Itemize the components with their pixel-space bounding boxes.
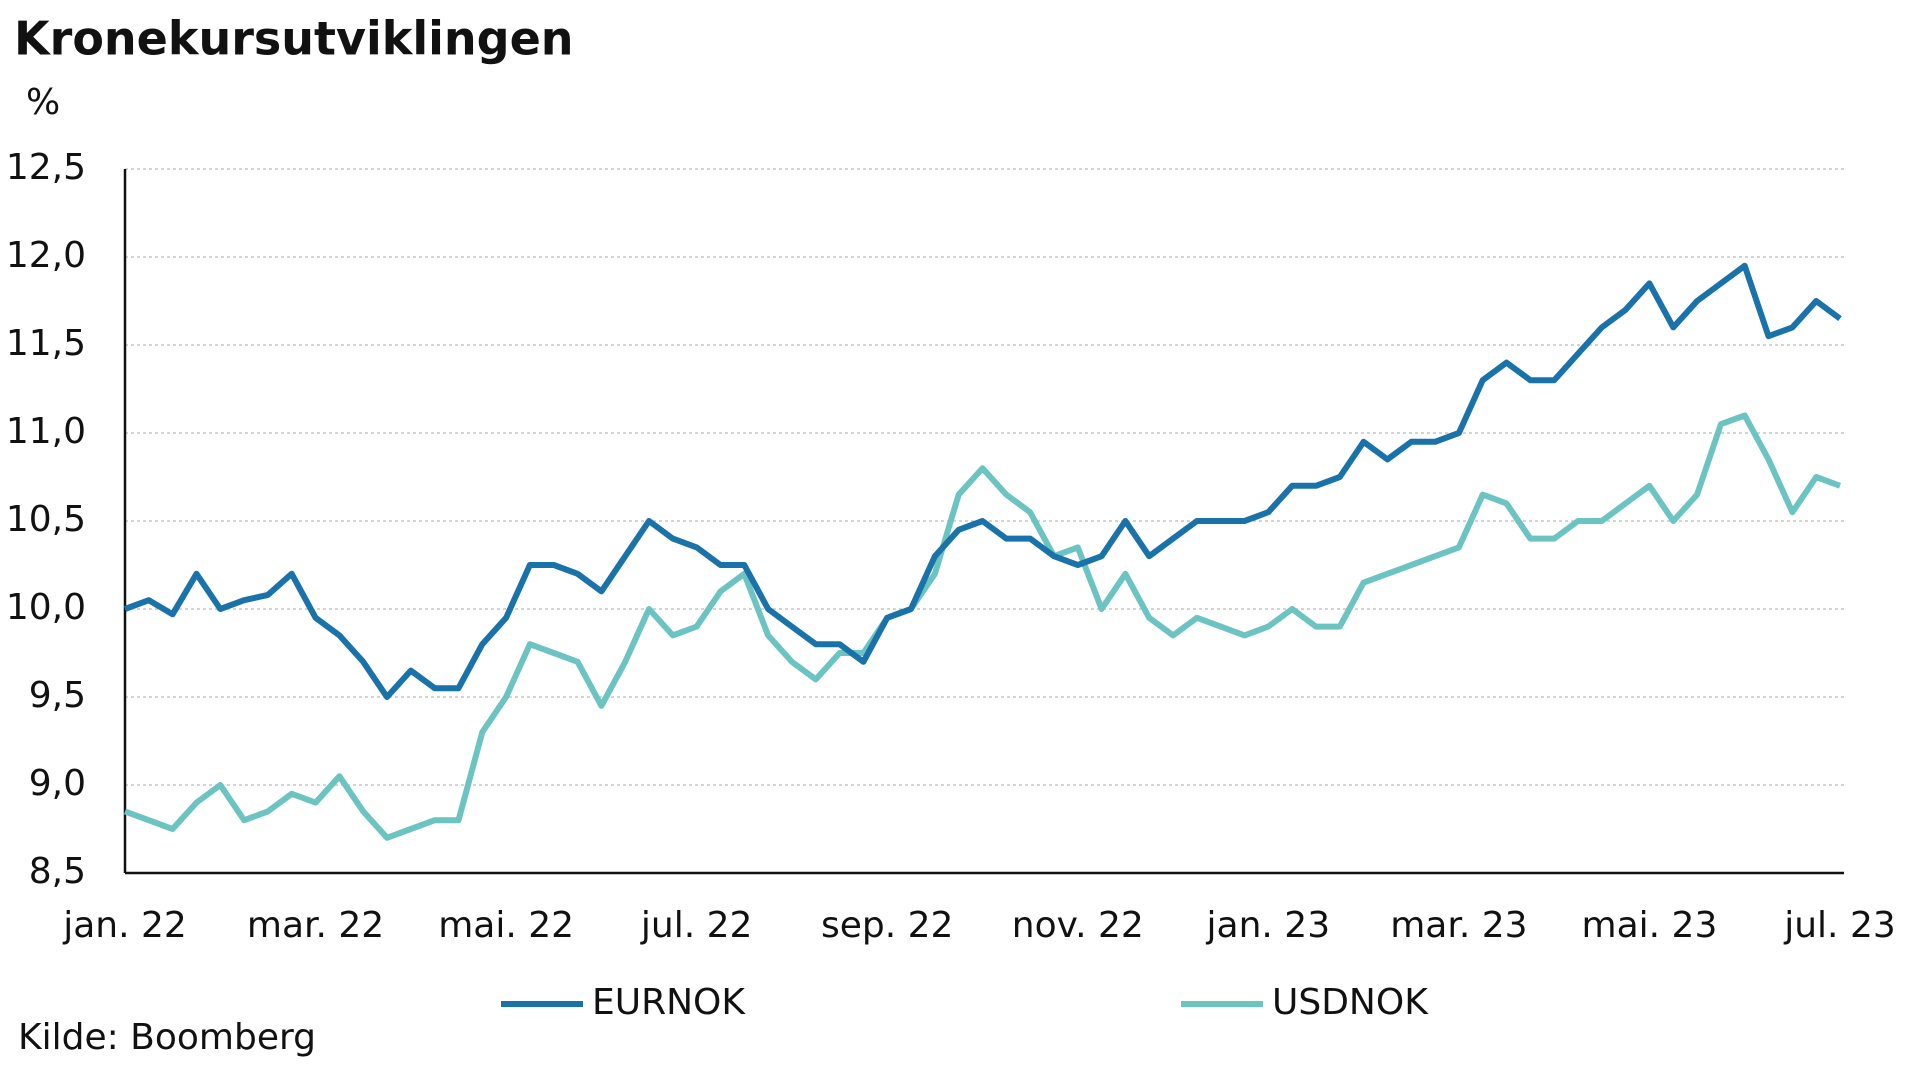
y-tick-label: 12,0 — [6, 235, 86, 276]
y-tick-label: 11,0 — [6, 411, 86, 452]
legend-label: USDNOK — [1272, 982, 1429, 1023]
legend-label: EURNOK — [592, 982, 746, 1023]
x-tick-label: jan. 22 — [62, 905, 187, 946]
y-tick-label: 9,5 — [29, 675, 86, 716]
x-tick-label: mar. 22 — [247, 905, 384, 946]
x-tick-label: mai. 22 — [438, 905, 574, 946]
chart-title: Kronekursutviklingen — [14, 12, 574, 66]
x-tick-label: jan. 23 — [1206, 905, 1331, 946]
y-axis-label: % — [26, 82, 60, 123]
y-tick-label: 10,5 — [6, 499, 86, 540]
x-tick-label: mai. 23 — [1582, 905, 1718, 946]
line-series — [123, 262, 1842, 700]
y-tick-label: 8,5 — [29, 851, 86, 892]
x-tick-label: mar. 23 — [1390, 905, 1527, 946]
x-tick-label: jul. 22 — [640, 905, 753, 946]
y-tick-label: 9,0 — [29, 763, 86, 804]
y-tick-label: 12,5 — [6, 147, 86, 188]
x-tick-label: nov. 22 — [1012, 905, 1144, 946]
x-tick-label: jul. 23 — [1783, 905, 1896, 946]
y-tick-label: 10,0 — [6, 587, 86, 628]
x-tick-label: sep. 22 — [821, 905, 953, 946]
line-series — [123, 412, 1842, 841]
source: Kilde: Boomberg — [18, 1017, 316, 1058]
y-tick-label: 11,5 — [6, 323, 86, 364]
